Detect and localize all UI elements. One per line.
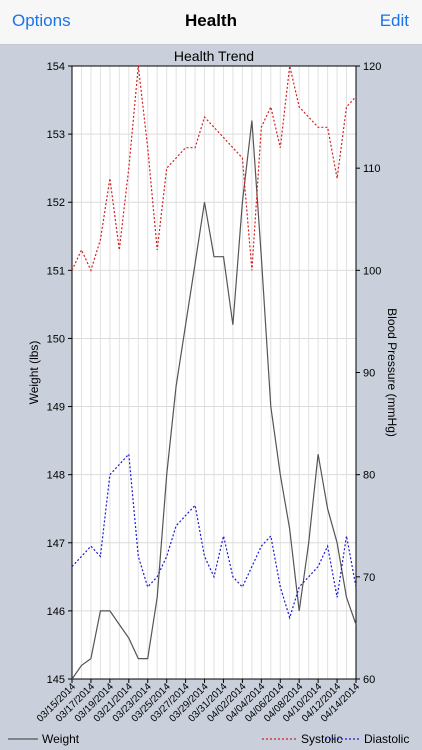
left-axis-tick-label: 149 [47, 402, 65, 414]
left-axis-tick-label: 153 [47, 129, 65, 141]
left-axis-tick-label: 151 [47, 265, 65, 277]
page-title: Health [185, 11, 237, 30]
right-axis-title: Blood Pressure (mmHg) [385, 308, 399, 437]
left-axis-tick-label: 152 [47, 197, 65, 209]
right-axis-tick-label: 120 [363, 61, 381, 73]
left-axis-title: Weight (lbs) [27, 341, 41, 405]
legend-label-systolic: Systolic [301, 732, 342, 746]
left-axis-tick-label: 150 [47, 333, 65, 345]
right-axis-tick-label: 70 [363, 572, 375, 584]
series-line-weight [71, 120, 357, 680]
left-axis-tick-label: 146 [47, 606, 65, 618]
health-trend-chart: Health Trend 145 146 147 148 149 150 151 152 153 1… [8, 48, 409, 746]
legend-label-diastolic: Diastolic [364, 732, 409, 746]
right-axis-tick-label: 100 [363, 265, 381, 277]
left-axis-tick-label: 147 [47, 538, 65, 550]
right-axis-tick-label: 110 [363, 163, 381, 175]
series-line-diastolic [71, 452, 357, 620]
left-axis-tick-label: 145 [47, 674, 65, 686]
right-axis-tick-label: 80 [363, 470, 375, 482]
left-axis-tick-label: 148 [47, 470, 65, 482]
navigation-bar: Options Health Edit [0, 0, 422, 45]
right-axis-tick-label: 90 [363, 368, 375, 380]
edit-button[interactable]: Edit [379, 11, 409, 30]
left-axis-tick-label: 154 [47, 61, 65, 73]
right-axis-tick-label: 60 [363, 674, 375, 686]
chart-title: Health Trend [174, 48, 254, 64]
options-button[interactable]: Options [12, 11, 71, 30]
legend-label-weight: Weight [42, 732, 80, 746]
